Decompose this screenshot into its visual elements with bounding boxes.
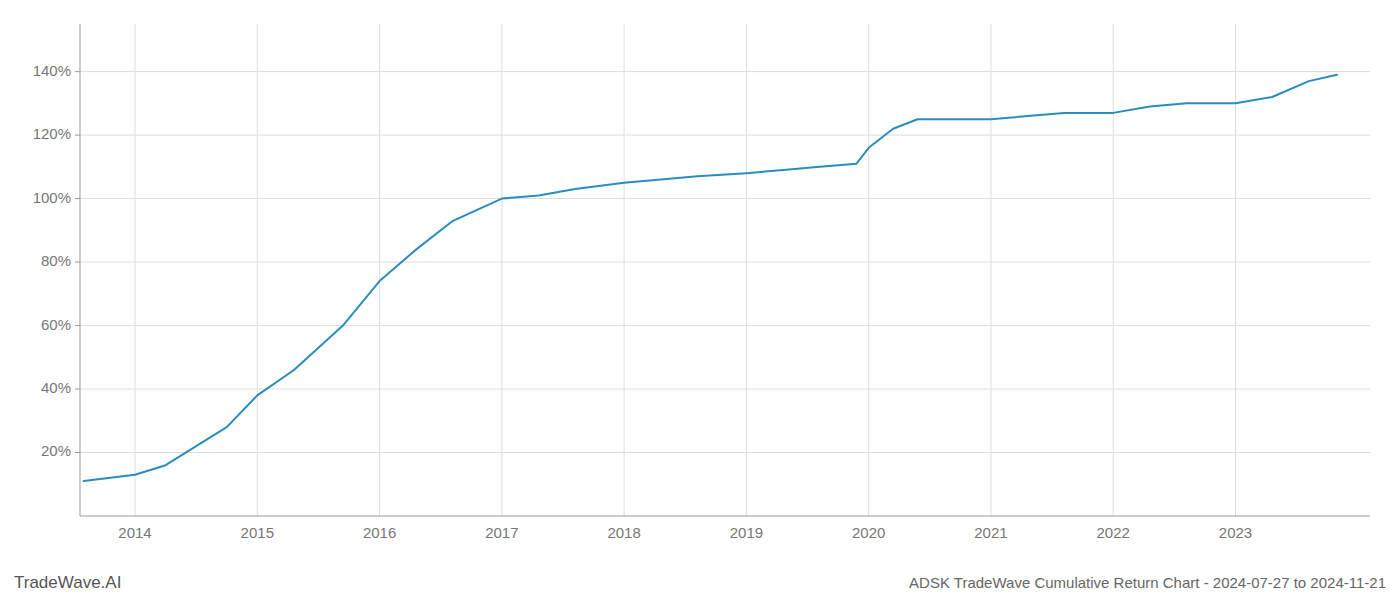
grid-line	[80, 262, 1370, 263]
tick-mark	[75, 325, 80, 326]
grid-line	[257, 24, 258, 516]
plot-area	[84, 75, 1337, 481]
y-axis-line	[80, 24, 81, 516]
tick-label: 2020	[852, 524, 885, 541]
chart: 20% 40% 60% 80% 100% 120% 140% 2014 2015 2016 2017…	[0, 0, 1400, 600]
tick-mark	[75, 452, 80, 453]
tick-label: 60%	[41, 316, 71, 333]
grid-line	[135, 24, 136, 516]
tick-mark	[75, 198, 80, 199]
grid-line	[80, 135, 1370, 136]
tick-label: 100%	[33, 189, 71, 206]
grid-line	[80, 198, 1370, 199]
grid-line	[990, 24, 991, 516]
x-axis-line	[80, 516, 1370, 517]
tick-label: 2016	[363, 524, 396, 541]
grid-line	[746, 24, 747, 516]
tick-label: 2019	[730, 524, 763, 541]
grid-line	[624, 24, 625, 516]
grid-line	[868, 24, 869, 516]
tick-label: 40%	[41, 379, 71, 396]
title: ADSK TradeWave Cumulative Return Chart -…	[909, 574, 1386, 591]
axes: 20% 40% 60% 80% 100% 120% 140% 2014 2015 2016 2017…	[33, 24, 1370, 541]
grid-line	[1113, 24, 1114, 516]
watermark: TradeWave.AI	[14, 573, 121, 592]
tick-label: 140%	[33, 62, 71, 79]
grid-line	[80, 389, 1370, 390]
data-line	[84, 75, 1337, 481]
grid-line	[501, 24, 502, 516]
tick-label: 80%	[41, 252, 71, 269]
tick-label: 2018	[607, 524, 640, 541]
grid-line	[80, 452, 1370, 453]
tick-mark	[75, 135, 80, 136]
grid-line	[379, 24, 380, 516]
tick-mark	[75, 389, 80, 390]
grid-line	[80, 325, 1370, 326]
texts: TradeWave.AI ADSK TradeWave Cumulative Re…	[14, 573, 1386, 592]
tick-label: 2022	[1097, 524, 1130, 541]
grid-line	[1235, 24, 1236, 516]
tick-label: 2015	[241, 524, 274, 541]
tick-mark	[75, 262, 80, 263]
tick-label: 2023	[1219, 524, 1252, 541]
tick-label: 2014	[118, 524, 151, 541]
tick-label: 2017	[485, 524, 518, 541]
tick-mark	[75, 71, 80, 72]
grid	[80, 24, 1370, 516]
grid-line	[80, 71, 1370, 72]
tick-label: 2021	[974, 524, 1007, 541]
tick-label: 20%	[41, 442, 71, 459]
tick-label: 120%	[33, 125, 71, 142]
